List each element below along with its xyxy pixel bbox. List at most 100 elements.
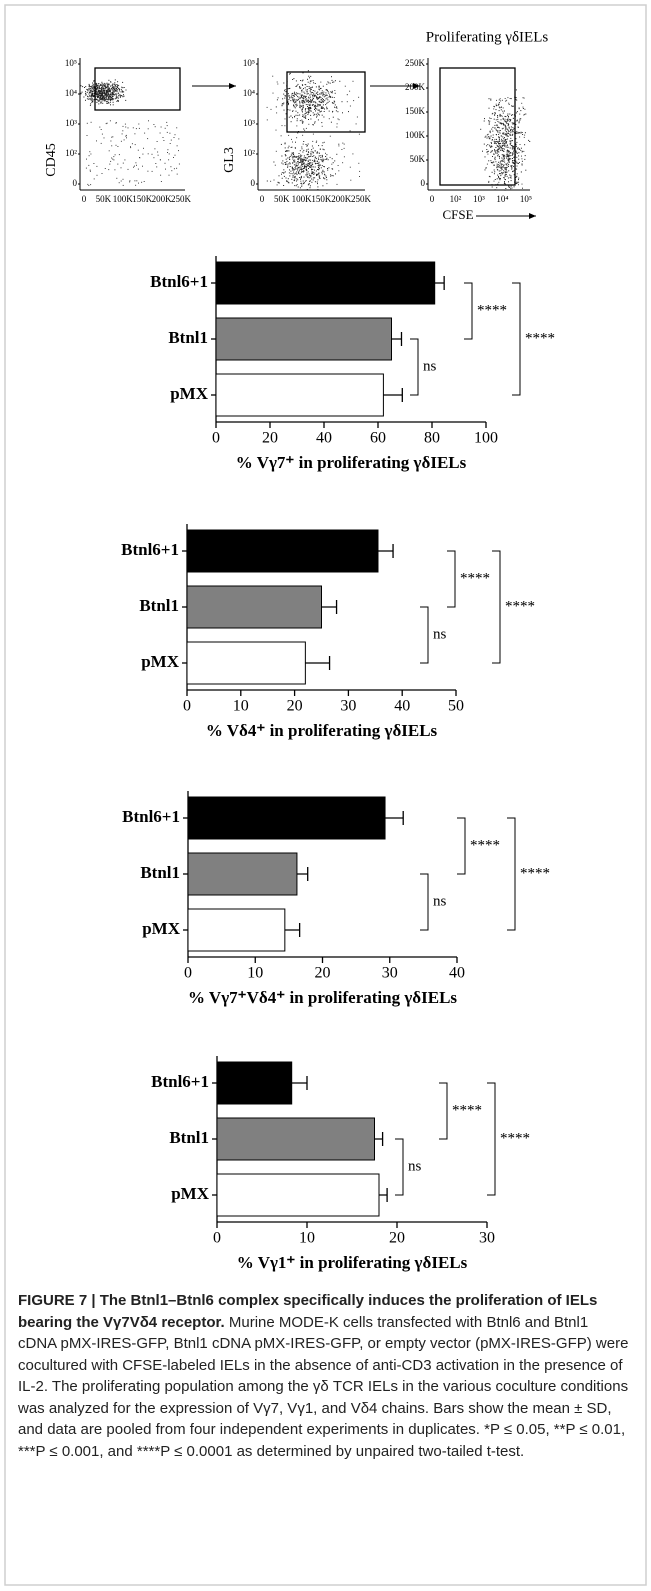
flow-dot <box>494 139 495 140</box>
flow-dot <box>299 97 300 98</box>
flow-dot <box>322 170 323 171</box>
flow-dot <box>512 134 513 135</box>
flow-dot <box>493 106 494 107</box>
flow-dot <box>114 87 115 88</box>
flow-dot <box>105 100 106 101</box>
flow-dot <box>495 147 496 148</box>
flow-dot <box>512 154 513 155</box>
flow-dot <box>494 141 495 142</box>
flow-dot <box>322 90 323 91</box>
flow-dot <box>294 95 295 96</box>
flow-dot <box>503 170 504 171</box>
flow-dot <box>307 104 308 105</box>
flow-dot <box>315 181 316 182</box>
flow-x-tick-label: 100K <box>113 194 134 204</box>
x-axis-title: % Vδ4⁺ in proliferating γδIELs <box>206 721 438 740</box>
flow-dot <box>320 88 321 89</box>
flow-dot <box>322 160 323 161</box>
x-tick-label: 100 <box>474 430 498 447</box>
flow-dot <box>114 94 115 95</box>
flow-y-tick-label: 100K <box>405 130 426 140</box>
flow-dot <box>109 96 110 97</box>
flow-dot <box>305 118 306 119</box>
flow-dot <box>281 144 282 145</box>
flow-dot <box>114 82 115 83</box>
flow-dot <box>358 97 359 98</box>
flow-dot <box>295 101 296 102</box>
flow-dot <box>167 125 168 126</box>
flow-dot <box>92 100 93 101</box>
significance-bracket <box>487 1083 495 1195</box>
flow-dot <box>523 97 524 98</box>
flow-dot <box>482 151 483 152</box>
flow-dot <box>509 159 510 160</box>
flow-dot <box>313 148 314 149</box>
flow-dot <box>310 105 311 106</box>
flow-dot <box>313 104 314 105</box>
flow-dot <box>323 104 324 105</box>
flow-dot <box>174 137 175 138</box>
flow-dot <box>100 99 101 100</box>
significance-label: ns <box>433 893 447 909</box>
flow-dot <box>89 94 90 95</box>
flow-dot <box>322 156 323 157</box>
flow-dot <box>85 95 86 96</box>
flow-dot <box>122 133 123 134</box>
flow-dot <box>296 111 297 112</box>
flow-dot <box>505 128 506 129</box>
flow-dot <box>336 107 337 108</box>
flow-dot <box>307 176 308 177</box>
flow-dot <box>121 181 122 182</box>
flow-dot <box>516 157 517 158</box>
flow-dot <box>494 171 495 172</box>
flow-dot <box>516 144 517 145</box>
flow-dot <box>305 111 306 112</box>
flow-dot <box>109 95 110 96</box>
flow-dot <box>288 99 289 100</box>
flow-dot <box>322 173 323 174</box>
flow-dot <box>521 156 522 157</box>
flow-dot <box>297 115 298 116</box>
flow-dot <box>518 179 519 180</box>
flow-dot <box>513 129 514 130</box>
flow-y-tick-label: 10³ <box>243 118 255 128</box>
flow-dot <box>519 108 520 109</box>
flow-dot <box>101 85 102 86</box>
flow-dot <box>318 169 319 170</box>
flow-dot <box>330 174 331 175</box>
flow-dot <box>518 132 519 133</box>
flow-dot <box>496 141 497 142</box>
flow-dot <box>303 150 304 151</box>
flow-dot <box>108 100 109 101</box>
flow-dot <box>505 171 506 172</box>
flow-dot <box>107 84 108 85</box>
flow-dot <box>508 131 509 132</box>
flow-dot <box>111 93 112 94</box>
flow-dot <box>91 91 92 92</box>
flow-dot <box>304 130 305 131</box>
significance-bracket <box>395 1139 403 1195</box>
flow-dot <box>501 109 502 110</box>
flow-dot <box>102 98 103 99</box>
flow-dot <box>171 170 172 171</box>
flow-dot <box>123 126 124 127</box>
flow-dot <box>489 108 490 109</box>
flow-dot <box>119 182 120 183</box>
flow-dot <box>493 108 494 109</box>
x-tick-label: 40 <box>449 965 465 982</box>
flow-dot <box>314 91 315 92</box>
flow-dot <box>281 156 282 157</box>
flow-dot <box>494 114 495 115</box>
flow-dot <box>500 100 501 101</box>
flow-dot <box>173 157 174 158</box>
flow-dot <box>502 148 503 149</box>
flow-dot <box>311 182 312 183</box>
flow-dot <box>89 151 90 152</box>
flow-dot <box>148 120 149 121</box>
flow-dot <box>123 94 124 95</box>
flow-dot <box>333 162 334 163</box>
flow-dot <box>312 171 313 172</box>
flow-dot <box>318 172 319 173</box>
flow-dot <box>512 162 513 163</box>
flow-dot <box>101 102 102 103</box>
